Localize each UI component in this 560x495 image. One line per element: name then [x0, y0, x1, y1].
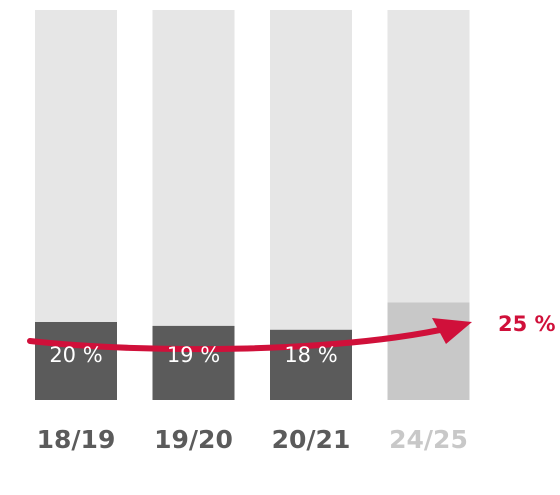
arrow-curve — [27, 327, 443, 353]
category-label: 20/21 — [272, 425, 351, 454]
trend-arrow — [27, 318, 472, 353]
category-label: 24/25 — [389, 425, 468, 454]
target-label: 25 % — [498, 312, 556, 336]
bar — [35, 322, 117, 400]
value-label: 18 % — [284, 343, 337, 367]
bar — [152, 325, 235, 400]
arrow-head — [432, 318, 472, 344]
bars — [35, 10, 470, 400]
bar — [387, 302, 470, 400]
value-label: 19 % — [167, 343, 220, 367]
category-label: 18/19 — [37, 425, 116, 454]
labels: 20 % 18/19 19 % 19/20 18 % 20/21 25 % 24/25 — [37, 312, 556, 454]
value-label: 20 % — [49, 343, 102, 367]
category-label: 19/20 — [154, 425, 233, 454]
